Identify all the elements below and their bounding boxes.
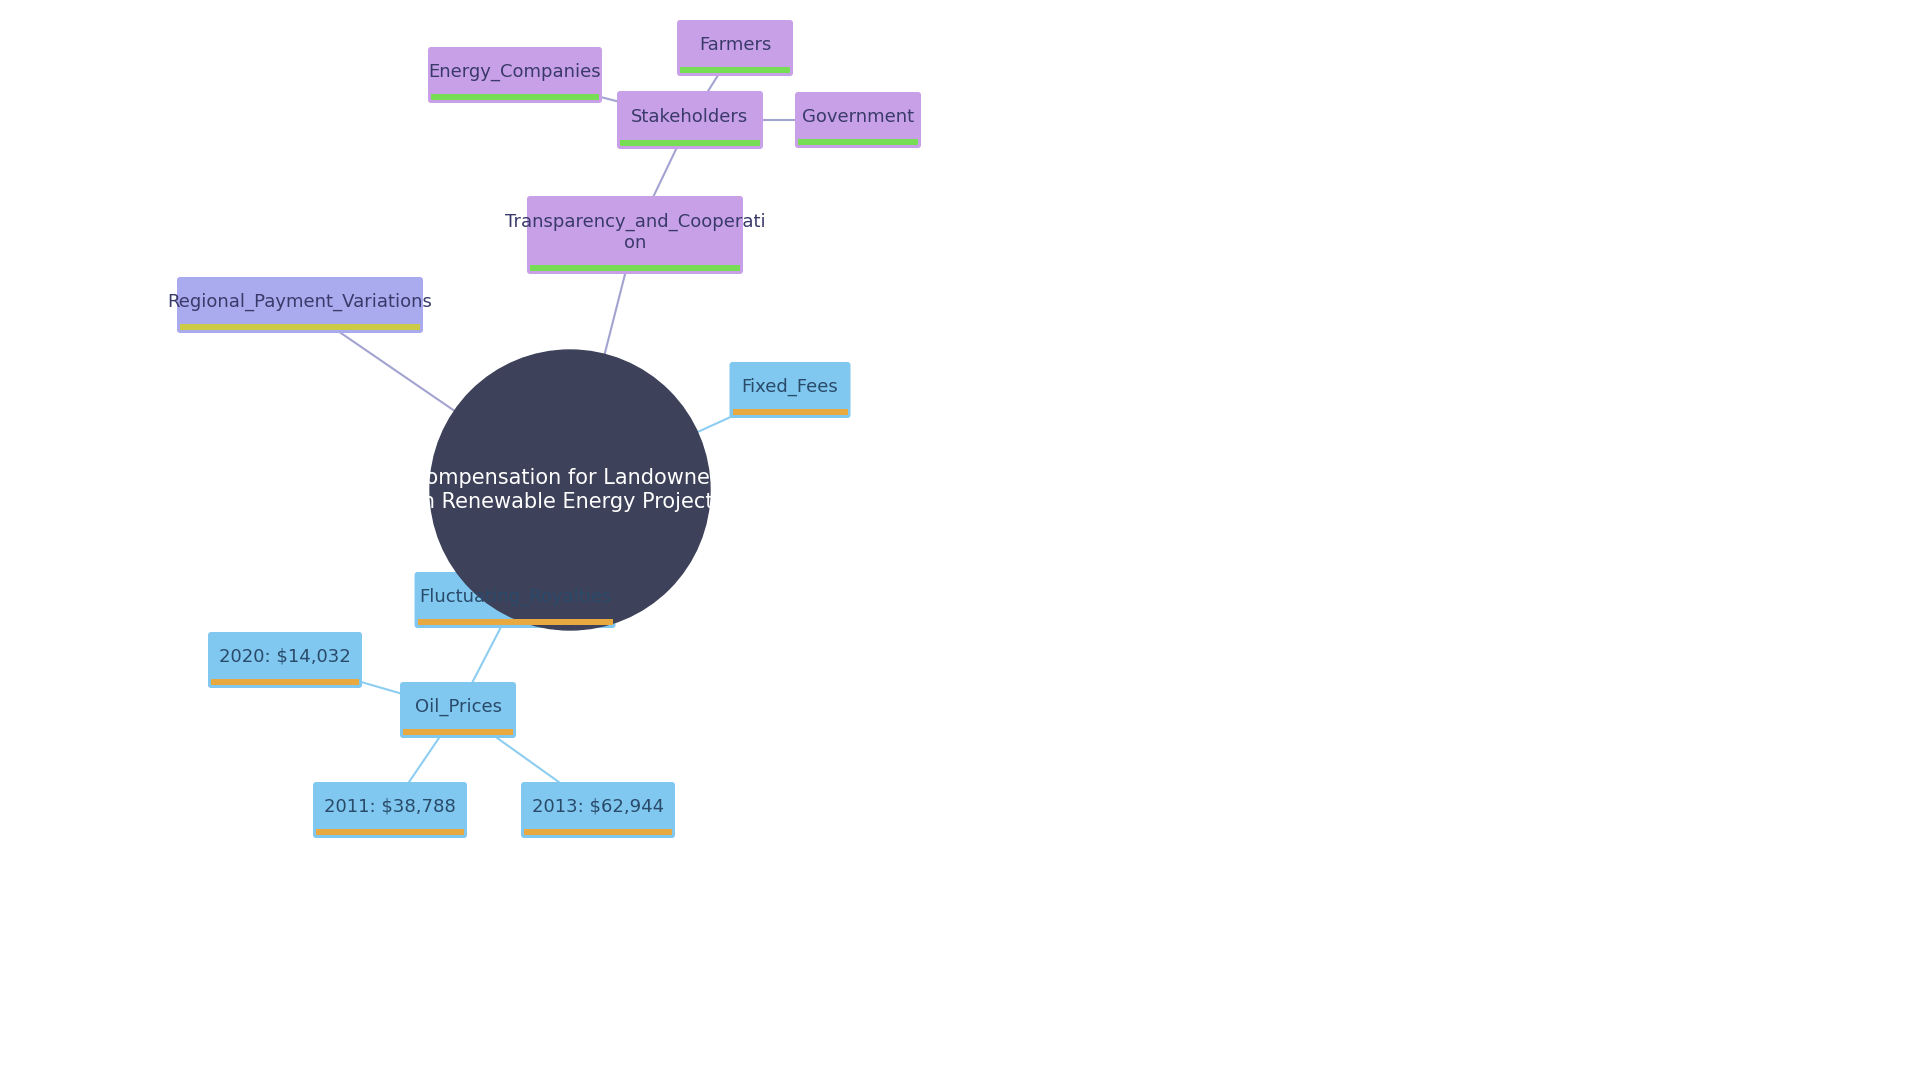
Circle shape [430, 350, 710, 630]
Text: Energy_Companies: Energy_Companies [428, 63, 601, 81]
FancyBboxPatch shape [180, 324, 420, 330]
Text: Farmers: Farmers [699, 36, 772, 54]
FancyBboxPatch shape [733, 409, 847, 415]
FancyBboxPatch shape [680, 67, 789, 73]
FancyBboxPatch shape [616, 91, 762, 149]
FancyBboxPatch shape [530, 265, 739, 271]
FancyBboxPatch shape [620, 140, 760, 146]
FancyBboxPatch shape [526, 195, 743, 274]
FancyBboxPatch shape [177, 276, 422, 333]
FancyBboxPatch shape [678, 21, 793, 76]
Text: Oil_Prices: Oil_Prices [415, 698, 501, 716]
Text: 2011: $38,788: 2011: $38,788 [324, 798, 455, 816]
FancyBboxPatch shape [317, 829, 465, 835]
Text: Fixed_Fees: Fixed_Fees [741, 378, 839, 396]
FancyBboxPatch shape [399, 681, 516, 738]
Text: Regional_Payment_Variations: Regional_Payment_Variations [167, 293, 432, 311]
FancyBboxPatch shape [730, 362, 851, 418]
FancyBboxPatch shape [211, 679, 359, 685]
FancyBboxPatch shape [428, 48, 603, 103]
FancyBboxPatch shape [795, 92, 922, 148]
FancyBboxPatch shape [415, 572, 616, 627]
FancyBboxPatch shape [524, 829, 672, 835]
Text: 2013: $62,944: 2013: $62,944 [532, 798, 664, 816]
FancyBboxPatch shape [403, 729, 513, 735]
FancyBboxPatch shape [417, 619, 612, 625]
Text: 2020: $14,032: 2020: $14,032 [219, 648, 351, 666]
Text: Compensation for Landowners
in Renewable Energy Projects: Compensation for Landowners in Renewable… [411, 469, 730, 512]
Text: Fluctuating_Royalties: Fluctuating_Royalties [419, 588, 611, 606]
Text: Transparency_and_Cooperati
on: Transparency_and_Cooperati on [505, 213, 766, 252]
Text: Government: Government [803, 108, 914, 126]
FancyBboxPatch shape [430, 94, 599, 100]
FancyBboxPatch shape [313, 782, 467, 838]
FancyBboxPatch shape [207, 632, 363, 688]
FancyBboxPatch shape [520, 782, 676, 838]
FancyBboxPatch shape [799, 139, 918, 145]
Text: Stakeholders: Stakeholders [632, 108, 749, 126]
